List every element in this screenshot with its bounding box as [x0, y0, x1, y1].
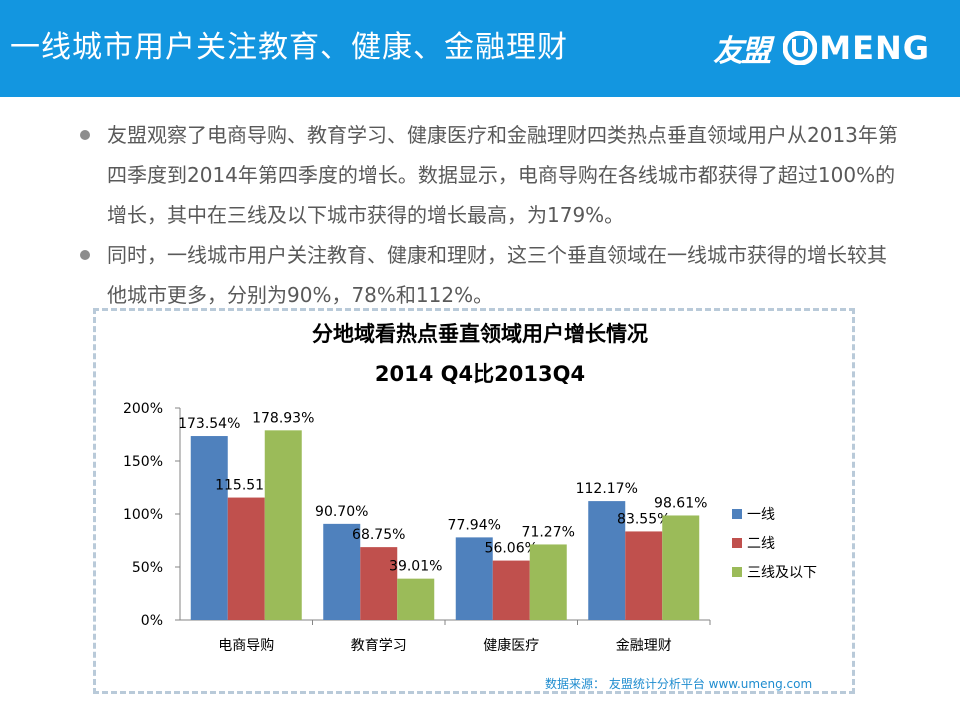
bullet-dot-icon [80, 250, 90, 260]
chart-title: 分地域看热点垂直领域用户增长情况 [312, 322, 648, 346]
bar [264, 430, 302, 620]
x-tick-label: 教育学习 [351, 638, 407, 654]
legend-label: 三线及以下 [747, 565, 817, 581]
y-tick-label: 150% [123, 454, 163, 470]
legend-swatch [732, 538, 742, 548]
data-label: 90.70% [315, 504, 368, 520]
data-label: 83.55% [617, 511, 670, 527]
bar [323, 523, 361, 620]
data-label: 173.54% [178, 416, 240, 432]
bar [397, 578, 435, 620]
bullet-dot-icon [80, 130, 90, 140]
data-label: 178.93% [252, 410, 314, 426]
bar [625, 531, 663, 620]
data-label: 71.27% [522, 524, 575, 540]
data-source: 数据来源： 友盟统计分析平台 www.umeng.com [545, 677, 813, 691]
y-tick-label: 100% [123, 507, 163, 523]
data-label: 98.61% [654, 495, 707, 511]
bar [190, 436, 228, 620]
bullet-text: 友盟观察了电商导购、教育学习、健康医疗和金融理财四类热点垂直领域用户从2013年… [107, 123, 898, 227]
x-tick-label: 金融理财 [616, 638, 672, 654]
bar [227, 497, 265, 620]
legend-label: 二线 [747, 536, 775, 552]
header-bar: 一线城市用户关注教育、健康、金融理财 友盟 MENG [0, 0, 960, 97]
bar [455, 537, 493, 620]
y-tick-label: 50% [132, 560, 163, 576]
chart-frame [93, 308, 855, 694]
bar [360, 547, 398, 620]
legend-label: 一线 [747, 507, 775, 523]
bar [588, 501, 626, 620]
logo-english-text: MENG [819, 29, 930, 67]
chart-subtitle: 2014 Q4比2013Q4 [374, 362, 586, 386]
bar [529, 544, 567, 620]
legend-swatch [732, 509, 742, 519]
data-label: 68.75% [352, 527, 405, 543]
y-tick-label: 0% [141, 613, 163, 629]
data-label: 56.06% [485, 541, 538, 557]
legend-swatch [732, 567, 742, 577]
data-label: 77.94% [448, 517, 501, 533]
data-label: 39.01% [389, 559, 442, 575]
x-tick-label: 电商导购 [218, 638, 274, 654]
bullet-item: 同时，一线城市用户关注教育、健康和理财，这三个垂直领域在一线城市获得的增长较其他… [80, 235, 900, 315]
umeng-u-icon [783, 31, 818, 65]
bullet-list: 友盟观察了电商导购、教育学习、健康医疗和金融理财四类热点垂直领域用户从2013年… [80, 115, 900, 315]
data-label: 112.17% [576, 481, 638, 497]
data-label: 115.51% [215, 478, 277, 494]
y-tick-label: 200% [123, 401, 163, 417]
logo-chinese-text: 友盟 [713, 34, 771, 69]
umeng-logo: 友盟 MENG [713, 26, 930, 70]
page-title: 一线城市用户关注教育、健康、金融理财 [10, 30, 568, 65]
bullet-item: 友盟观察了电商导购、教育学习、健康医疗和金融理财四类热点垂直领域用户从2013年… [80, 115, 900, 235]
bullet-text: 同时，一线城市用户关注教育、健康和理财，这三个垂直领域在一线城市获得的增长较其他… [107, 243, 887, 307]
x-tick-label: 健康医疗 [483, 637, 539, 654]
bar [492, 560, 530, 620]
bar [662, 515, 700, 620]
